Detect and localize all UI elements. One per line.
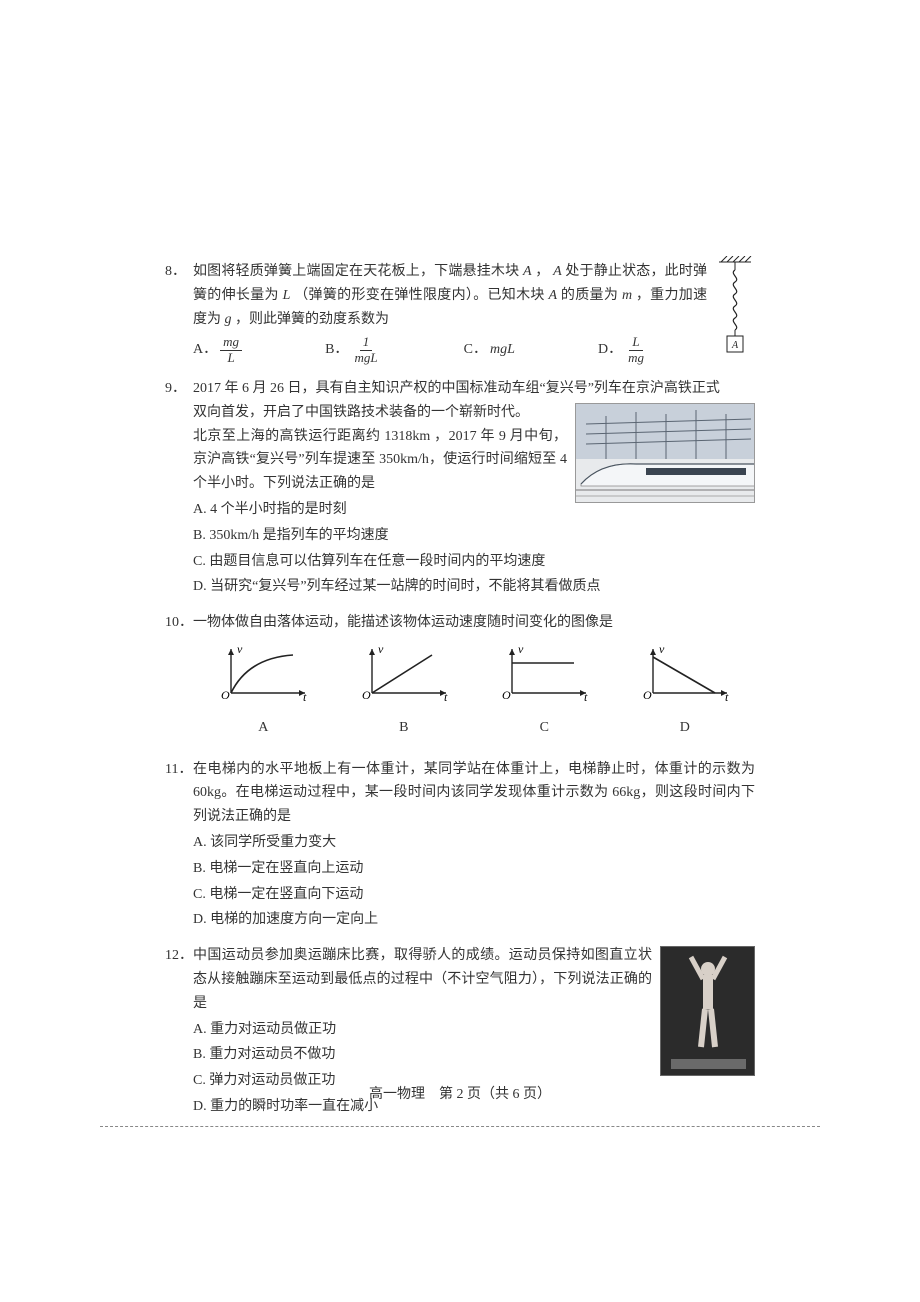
svg-text:t: t bbox=[444, 690, 448, 703]
q8-A-label: A． bbox=[193, 338, 217, 362]
q8-optA: A． mgL bbox=[193, 335, 242, 365]
q8-D-num: L bbox=[629, 335, 642, 350]
q8-A-num: mg bbox=[220, 335, 242, 350]
q8-varA-2: A bbox=[553, 264, 562, 279]
svg-text:O: O bbox=[502, 688, 511, 702]
q8-optB: B． 1mgL bbox=[325, 335, 380, 365]
q8-number: 8． bbox=[165, 260, 193, 365]
q8-B-label: B． bbox=[325, 338, 348, 362]
q10-graphB: v t O B bbox=[354, 643, 454, 740]
q8-B-den: mgL bbox=[351, 351, 380, 365]
question-10: 10． 一物体做自由落体运动，能描述该物体运动速度随时间变化的图像是 v t O… bbox=[165, 611, 755, 745]
q10-graphA: v t O A bbox=[213, 643, 313, 740]
q10-body: 一物体做自由落体运动，能描述该物体运动速度随时间变化的图像是 v t O A bbox=[193, 611, 755, 745]
svg-text:O: O bbox=[643, 688, 652, 702]
q10-graphC: v t O C bbox=[494, 643, 594, 740]
q8-varg: g bbox=[225, 312, 232, 327]
q11-text: 在电梯内的水平地板上有一体重计，某同学站在体重计上，电梯静止时，体重计的示数为 … bbox=[193, 758, 755, 829]
q8-body: A 如图将轻质弹簧上端固定在天花板上，下端悬挂木块 A ， A 处于静止状态，此… bbox=[193, 260, 755, 365]
q8-t5: 的质量为 bbox=[561, 288, 618, 303]
trampoline-photo bbox=[660, 946, 755, 1076]
q8-varA-1: A bbox=[523, 264, 532, 279]
question-11: 11． 在电梯内的水平地板上有一体重计，某同学站在体重计上，电梯静止时，体重计的… bbox=[165, 758, 755, 933]
question-8: 8． A 如图将轻质弹簧上端固定在天花板上，下端悬挂木块 A ， A bbox=[165, 260, 755, 365]
q9-number: 9． bbox=[165, 377, 193, 599]
q10-number: 10． bbox=[165, 611, 193, 745]
footer-subject: 高一物理 bbox=[369, 1087, 425, 1102]
q8-C-val: mgL bbox=[490, 338, 515, 362]
q11-number: 11． bbox=[165, 758, 193, 933]
q9-optD: D. 当研究“复兴号”列车经过某一站牌的时间时，不能将其看做质点 bbox=[193, 575, 755, 599]
q8-t4: （弹簧的形变在弹性限度内）。已知木块 bbox=[294, 288, 544, 303]
block-label-text: A bbox=[731, 340, 739, 351]
footer-rule bbox=[100, 1126, 820, 1127]
q9-body: 2017 年 6 月 26 日，具有自主知识产权的中国标准动车组“复兴号”列车在… bbox=[193, 377, 755, 599]
q8-optC: C． mgL bbox=[464, 335, 515, 365]
q10-labelB: B bbox=[354, 716, 454, 740]
svg-text:v: v bbox=[659, 643, 665, 656]
q10-labelD: D bbox=[635, 716, 735, 740]
page-footer: 高一物理 第 2 页（共 6 页） bbox=[0, 1083, 920, 1107]
q8-t7: ，则此弹簧的劲度系数为 bbox=[235, 312, 389, 327]
q8-t2: ， bbox=[535, 264, 549, 279]
q11-optB: B. 电梯一定在竖直向上运动 bbox=[193, 857, 755, 881]
q11-optC: C. 电梯一定在竖直向下运动 bbox=[193, 883, 755, 907]
q8-text: 如图将轻质弹簧上端固定在天花板上，下端悬挂木块 A ， A 处于静止状态，此时弹… bbox=[193, 260, 755, 331]
svg-text:v: v bbox=[518, 643, 524, 656]
svg-text:O: O bbox=[362, 688, 371, 702]
q9-optC: C. 由题目信息可以估算列车在任意一段时间内的平均速度 bbox=[193, 550, 755, 574]
svg-text:t: t bbox=[303, 690, 307, 703]
q8-varL: L bbox=[283, 288, 291, 303]
q8-options: A． mgL B． 1mgL C． mgL D． Lmg bbox=[193, 335, 707, 365]
train-photo bbox=[575, 403, 755, 503]
svg-text:O: O bbox=[221, 688, 230, 702]
q8-varA-3: A bbox=[549, 288, 558, 303]
svg-text:v: v bbox=[237, 643, 243, 656]
q10-labelA: A bbox=[213, 716, 313, 740]
q8-varm: m bbox=[622, 288, 632, 303]
q11-body: 在电梯内的水平地板上有一体重计，某同学站在体重计上，电梯静止时，体重计的示数为 … bbox=[193, 758, 755, 933]
q10-text: 一物体做自由落体运动，能描述该物体运动速度随时间变化的图像是 bbox=[193, 611, 755, 635]
q8-t1: 如图将轻质弹簧上端固定在天花板上，下端悬挂木块 bbox=[193, 264, 519, 279]
svg-text:v: v bbox=[378, 643, 384, 656]
q11-optA: A. 该同学所受重力变大 bbox=[193, 831, 755, 855]
q8-D-label: D． bbox=[598, 338, 622, 362]
q8-D-den: mg bbox=[625, 351, 647, 365]
q8-optD: D． Lmg bbox=[598, 335, 647, 365]
q10-labelC: C bbox=[494, 716, 594, 740]
q10-graphD: v t O D bbox=[635, 643, 735, 740]
spring-diagram: A bbox=[715, 256, 755, 356]
q10-graphs: v t O A v t O B bbox=[193, 643, 755, 740]
q9-optB: B. 350km/h 是指列车的平均速度 bbox=[193, 524, 755, 548]
q9-line1: 2017 年 6 月 26 日，具有自主知识产权的中国标准动车组“复兴号”列车在… bbox=[193, 377, 755, 401]
question-9: 9． 2017 年 6 月 26 日，具有自主知识产权的中国标准动车组“复兴号”… bbox=[165, 377, 755, 599]
svg-text:t: t bbox=[725, 690, 729, 703]
q11-optD: D. 电梯的加速度方向一定向上 bbox=[193, 908, 755, 932]
q8-A-den: L bbox=[224, 351, 237, 365]
svg-text:t: t bbox=[584, 690, 588, 703]
footer-page: 第 2 页（共 6 页） bbox=[439, 1087, 551, 1102]
q8-C-label: C． bbox=[464, 338, 487, 362]
q8-B-num: 1 bbox=[360, 335, 373, 350]
